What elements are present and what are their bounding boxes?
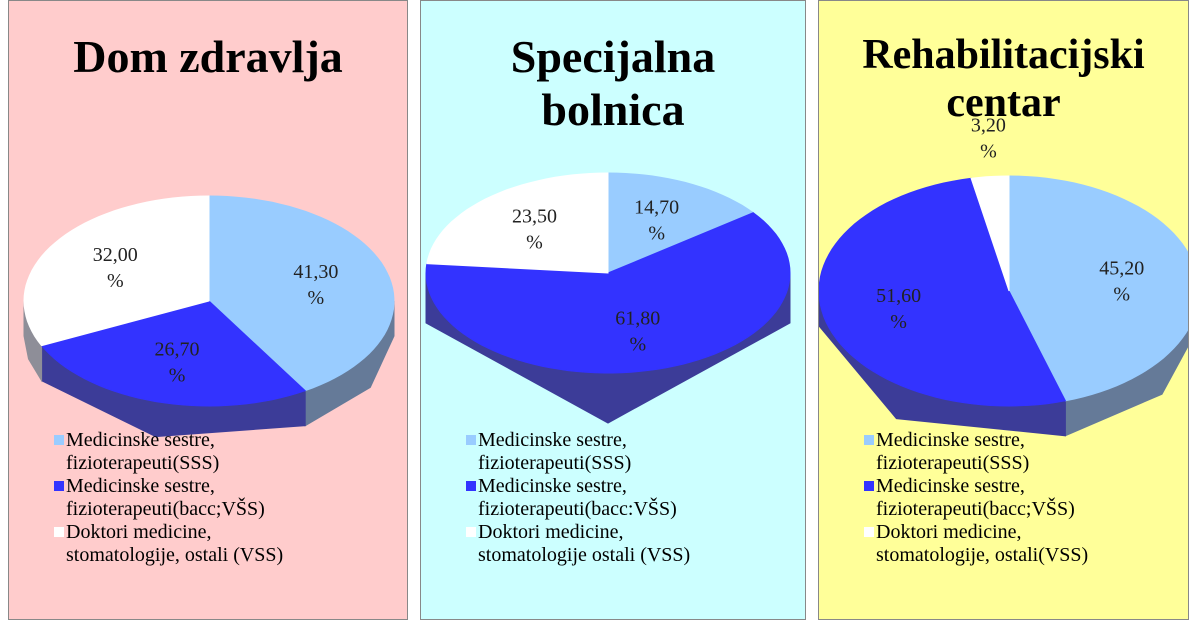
data-label: 14,70% — [634, 196, 679, 244]
legend-item: Doktori medicine, stomatologije, ostali(… — [864, 521, 1134, 567]
legend-swatch — [466, 435, 476, 445]
legend-item: Doktori medicine, stomatologije, ostali … — [54, 521, 324, 567]
pie-slice — [425, 212, 791, 374]
legend-swatch — [864, 527, 874, 537]
legend: Medicinske sestre, fizioterapeuti(SSS) Me… — [54, 429, 324, 567]
chart-title: Rehabilitacijski centar — [862, 32, 1145, 127]
pie-slice — [426, 172, 609, 274]
legend-swatch — [864, 435, 874, 445]
legend-item: Medicinske sestre, fizioterapeuti(SSS) — [54, 429, 324, 475]
chart-panel: 41,30% 26,70% 32,00% Dom zdravlja Medicinske… — [8, 0, 408, 620]
legend-swatch — [54, 435, 64, 445]
legend-label: Medicinske sestre, fizioterapeuti(SSS) — [876, 429, 1030, 474]
chart-panel: 45,20% 51,60% 3,20% Rehabilitacijski centar… — [818, 0, 1189, 620]
chart-title: Specijalna bolnica — [510, 31, 716, 135]
pie-slice — [23, 195, 210, 347]
legend-label: Doktori medicine, stomatologije, ostali(… — [876, 521, 1089, 566]
legend-swatch — [466, 481, 476, 491]
chart-panel: 14,70% 61,80% 23,50% Specijalna bolnica Medi… — [420, 0, 806, 620]
legend-item: Doktori medicine, stomatologije ostali (… — [466, 521, 736, 567]
data-label: 41,30% — [293, 261, 338, 309]
data-label: 3,20% — [971, 114, 1006, 162]
legend: Medicinske sestre, fizioterapeuti(SSS) Me… — [864, 429, 1134, 567]
legend-label: Medicinske sestre, fizioterapeuti(bacc;V… — [876, 475, 1075, 520]
legend-swatch — [54, 481, 64, 491]
legend-item: Medicinske sestre, fizioterapeuti(bacc;V… — [54, 475, 324, 521]
legend-label: Medicinske sestre, fizioterapeuti(bacc:V… — [478, 475, 677, 520]
legend-item: Medicinske sestre, fizioterapeuti(bacc;V… — [864, 475, 1134, 521]
legend-label: Medicinske sestre, fizioterapeuti(bacc;V… — [66, 475, 265, 520]
chart-title: Dom zdravlja — [73, 31, 343, 82]
legend-item: Medicinske sestre, fizioterapeuti(bacc:V… — [466, 475, 736, 521]
data-label: 45,20% — [1099, 258, 1144, 306]
data-label: 32,00% — [93, 244, 138, 292]
pie-slice — [1008, 175, 1188, 402]
legend-swatch — [466, 527, 476, 537]
pie-slice — [819, 177, 1067, 407]
legend: Medicinske sestre, fizioterapeuti(SSS) Me… — [466, 429, 736, 567]
legend-label: Doktori medicine, stomatologije ostali (… — [478, 521, 691, 566]
legend-label: Medicinske sestre, fizioterapeuti(SSS) — [478, 429, 632, 474]
pie-chart: 41,30 % 26,70 % 32,00% — [23, 195, 395, 438]
pie-slice — [208, 195, 395, 392]
pie-chart: 45,20 % 51,60 % 3,20% — [819, 114, 1188, 437]
data-label: 23,50% — [512, 206, 557, 254]
legend-swatch — [864, 481, 874, 491]
pie-slice — [607, 172, 755, 274]
legend-item: Medicinske sestre, fizioterapeuti(SSS) — [864, 429, 1134, 475]
legend-item: Medicinske sestre, fizioterapeuti(SSS) — [466, 429, 736, 475]
pie-slice — [40, 300, 307, 407]
legend-label: Medicinske sestre, fizioterapeuti(SSS) — [66, 429, 220, 474]
legend-swatch — [54, 527, 64, 537]
pie-chart: 14,70 % 61,80 % 23,50% — [425, 172, 791, 424]
data-label: 61,80% — [615, 308, 660, 356]
data-label: 26,70% — [155, 338, 200, 386]
legend-label: Doktori medicine, stomatologije, ostali … — [66, 521, 284, 566]
pie-slice — [970, 175, 1010, 292]
data-label: 51,60% — [876, 285, 921, 333]
